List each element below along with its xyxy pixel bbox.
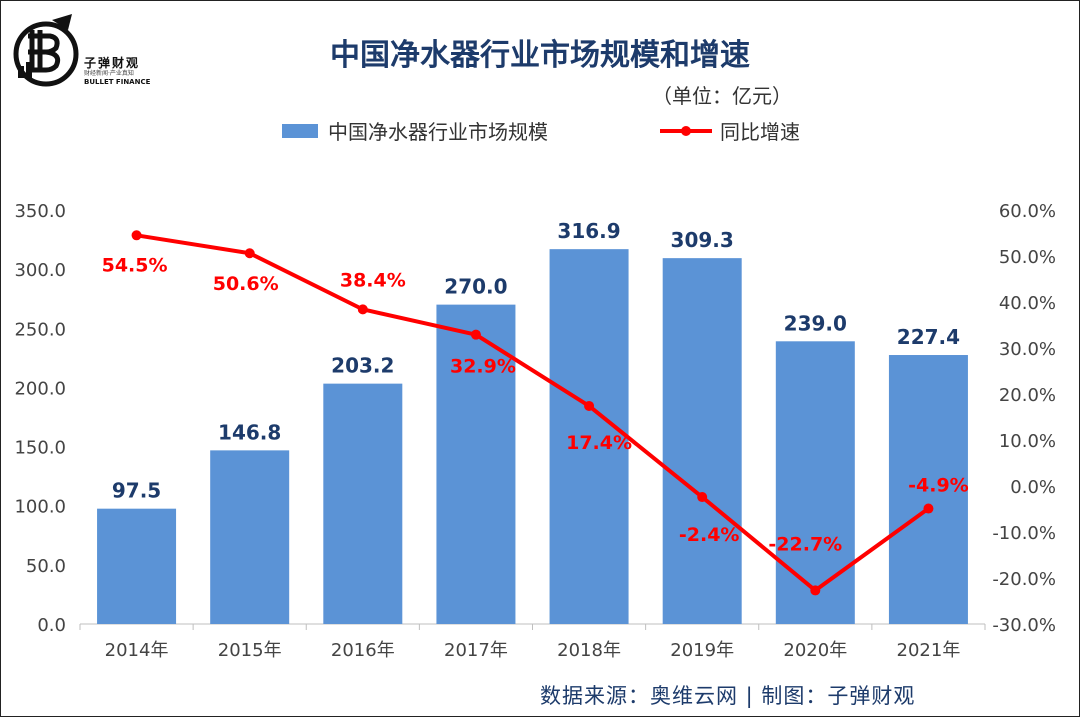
bar [436, 304, 516, 624]
legend-line-marker [681, 126, 691, 136]
x-tick-label: 2019年 [670, 640, 734, 661]
y-right-tick-label: 0.0% [1010, 477, 1056, 498]
growth-point [131, 230, 142, 241]
y-right-tick-label: 60.0% [999, 201, 1056, 222]
chart-title: 中国净水器行业市场规模和增速 [330, 38, 750, 73]
x-tick-label: 2018年 [557, 640, 621, 661]
x-tick-label: 2015年 [218, 640, 282, 661]
y-left-tick-label: 100.0 [14, 497, 66, 518]
logo-tagline: 财经新闻·产业真知 [84, 70, 134, 77]
source-note: 数据来源：奥维云网 | 制图：子弹财观 [540, 684, 916, 708]
growth-value-label: -4.9% [908, 475, 969, 497]
legend-bar-label: 中国净水器行业市场规模 [328, 120, 548, 144]
logo-name: 子弹财观 [84, 56, 141, 70]
bar [210, 450, 290, 624]
growth-point [244, 248, 255, 259]
y-right-tick-label: -30.0% [992, 615, 1056, 636]
bar-value-label: 309.3 [671, 228, 734, 252]
growth-point [357, 304, 368, 315]
bitcoin-bullet-logo-icon [13, 14, 79, 87]
y-right-tick-label: 20.0% [999, 385, 1056, 406]
growth-value-label: 50.6% [213, 273, 279, 295]
bar [323, 383, 403, 624]
y-left-tick-label: 0.0 [37, 615, 66, 636]
x-tick-label: 2021年 [897, 640, 961, 661]
y-left-tick-label: 350.0 [14, 201, 66, 222]
bar-value-label: 227.4 [897, 325, 960, 349]
bar-value-label: 146.8 [218, 420, 281, 444]
x-tick-label: 2020年 [783, 640, 847, 661]
growth-value-label: -2.4% [679, 524, 740, 546]
y-left-tick-label: 250.0 [14, 319, 66, 340]
x-tick-label: 2017年 [444, 640, 508, 661]
legend-bar-swatch [282, 124, 318, 138]
y-right-tick-label: -10.0% [992, 523, 1056, 544]
y-right-tick-label: -20.0% [992, 569, 1056, 590]
growth-point [810, 585, 821, 596]
bar [888, 355, 968, 624]
y-right-tick-label: 10.0% [999, 431, 1056, 452]
y-right-tick-label: 40.0% [999, 293, 1056, 314]
bar [775, 341, 855, 624]
x-tick-label: 2014年 [105, 640, 169, 661]
bar-value-label: 270.0 [444, 275, 507, 299]
y-left-tick-label: 200.0 [14, 378, 66, 399]
unit-label: （单位：亿元） [652, 84, 792, 108]
y-left-tick-label: 50.0 [26, 556, 66, 577]
bar-value-label: 316.9 [557, 219, 620, 243]
growth-value-label: 54.5% [102, 254, 168, 276]
y-left-tick-label: 300.0 [14, 260, 66, 281]
growth-value-label: 17.4% [566, 432, 632, 454]
growth-value-label: 32.9% [450, 356, 516, 378]
growth-point [697, 492, 708, 503]
y-right-tick-label: 30.0% [999, 339, 1056, 360]
logo: 子弹财观 财经新闻·产业真知 BULLET FINANCE [6, 8, 156, 88]
bar [549, 249, 629, 624]
growth-point [923, 503, 934, 514]
legend-line-label: 同比增速 [720, 120, 800, 144]
bar-value-label: 203.2 [331, 354, 394, 378]
y-left-tick-label: 150.0 [14, 438, 66, 459]
bar [97, 508, 177, 624]
growth-point [470, 329, 481, 340]
growth-value-label: 38.4% [340, 269, 406, 291]
growth-line [136, 233, 930, 593]
bar-value-label: 97.5 [112, 479, 161, 503]
bar [662, 258, 742, 624]
y-right-tick-label: 50.0% [999, 247, 1056, 268]
bar-value-label: 239.0 [784, 311, 847, 335]
x-tick-label: 2016年 [331, 640, 395, 661]
growth-point [584, 400, 595, 411]
growth-value-label: -22.7% [768, 533, 842, 555]
logo-english: BULLET FINANCE [84, 78, 151, 86]
